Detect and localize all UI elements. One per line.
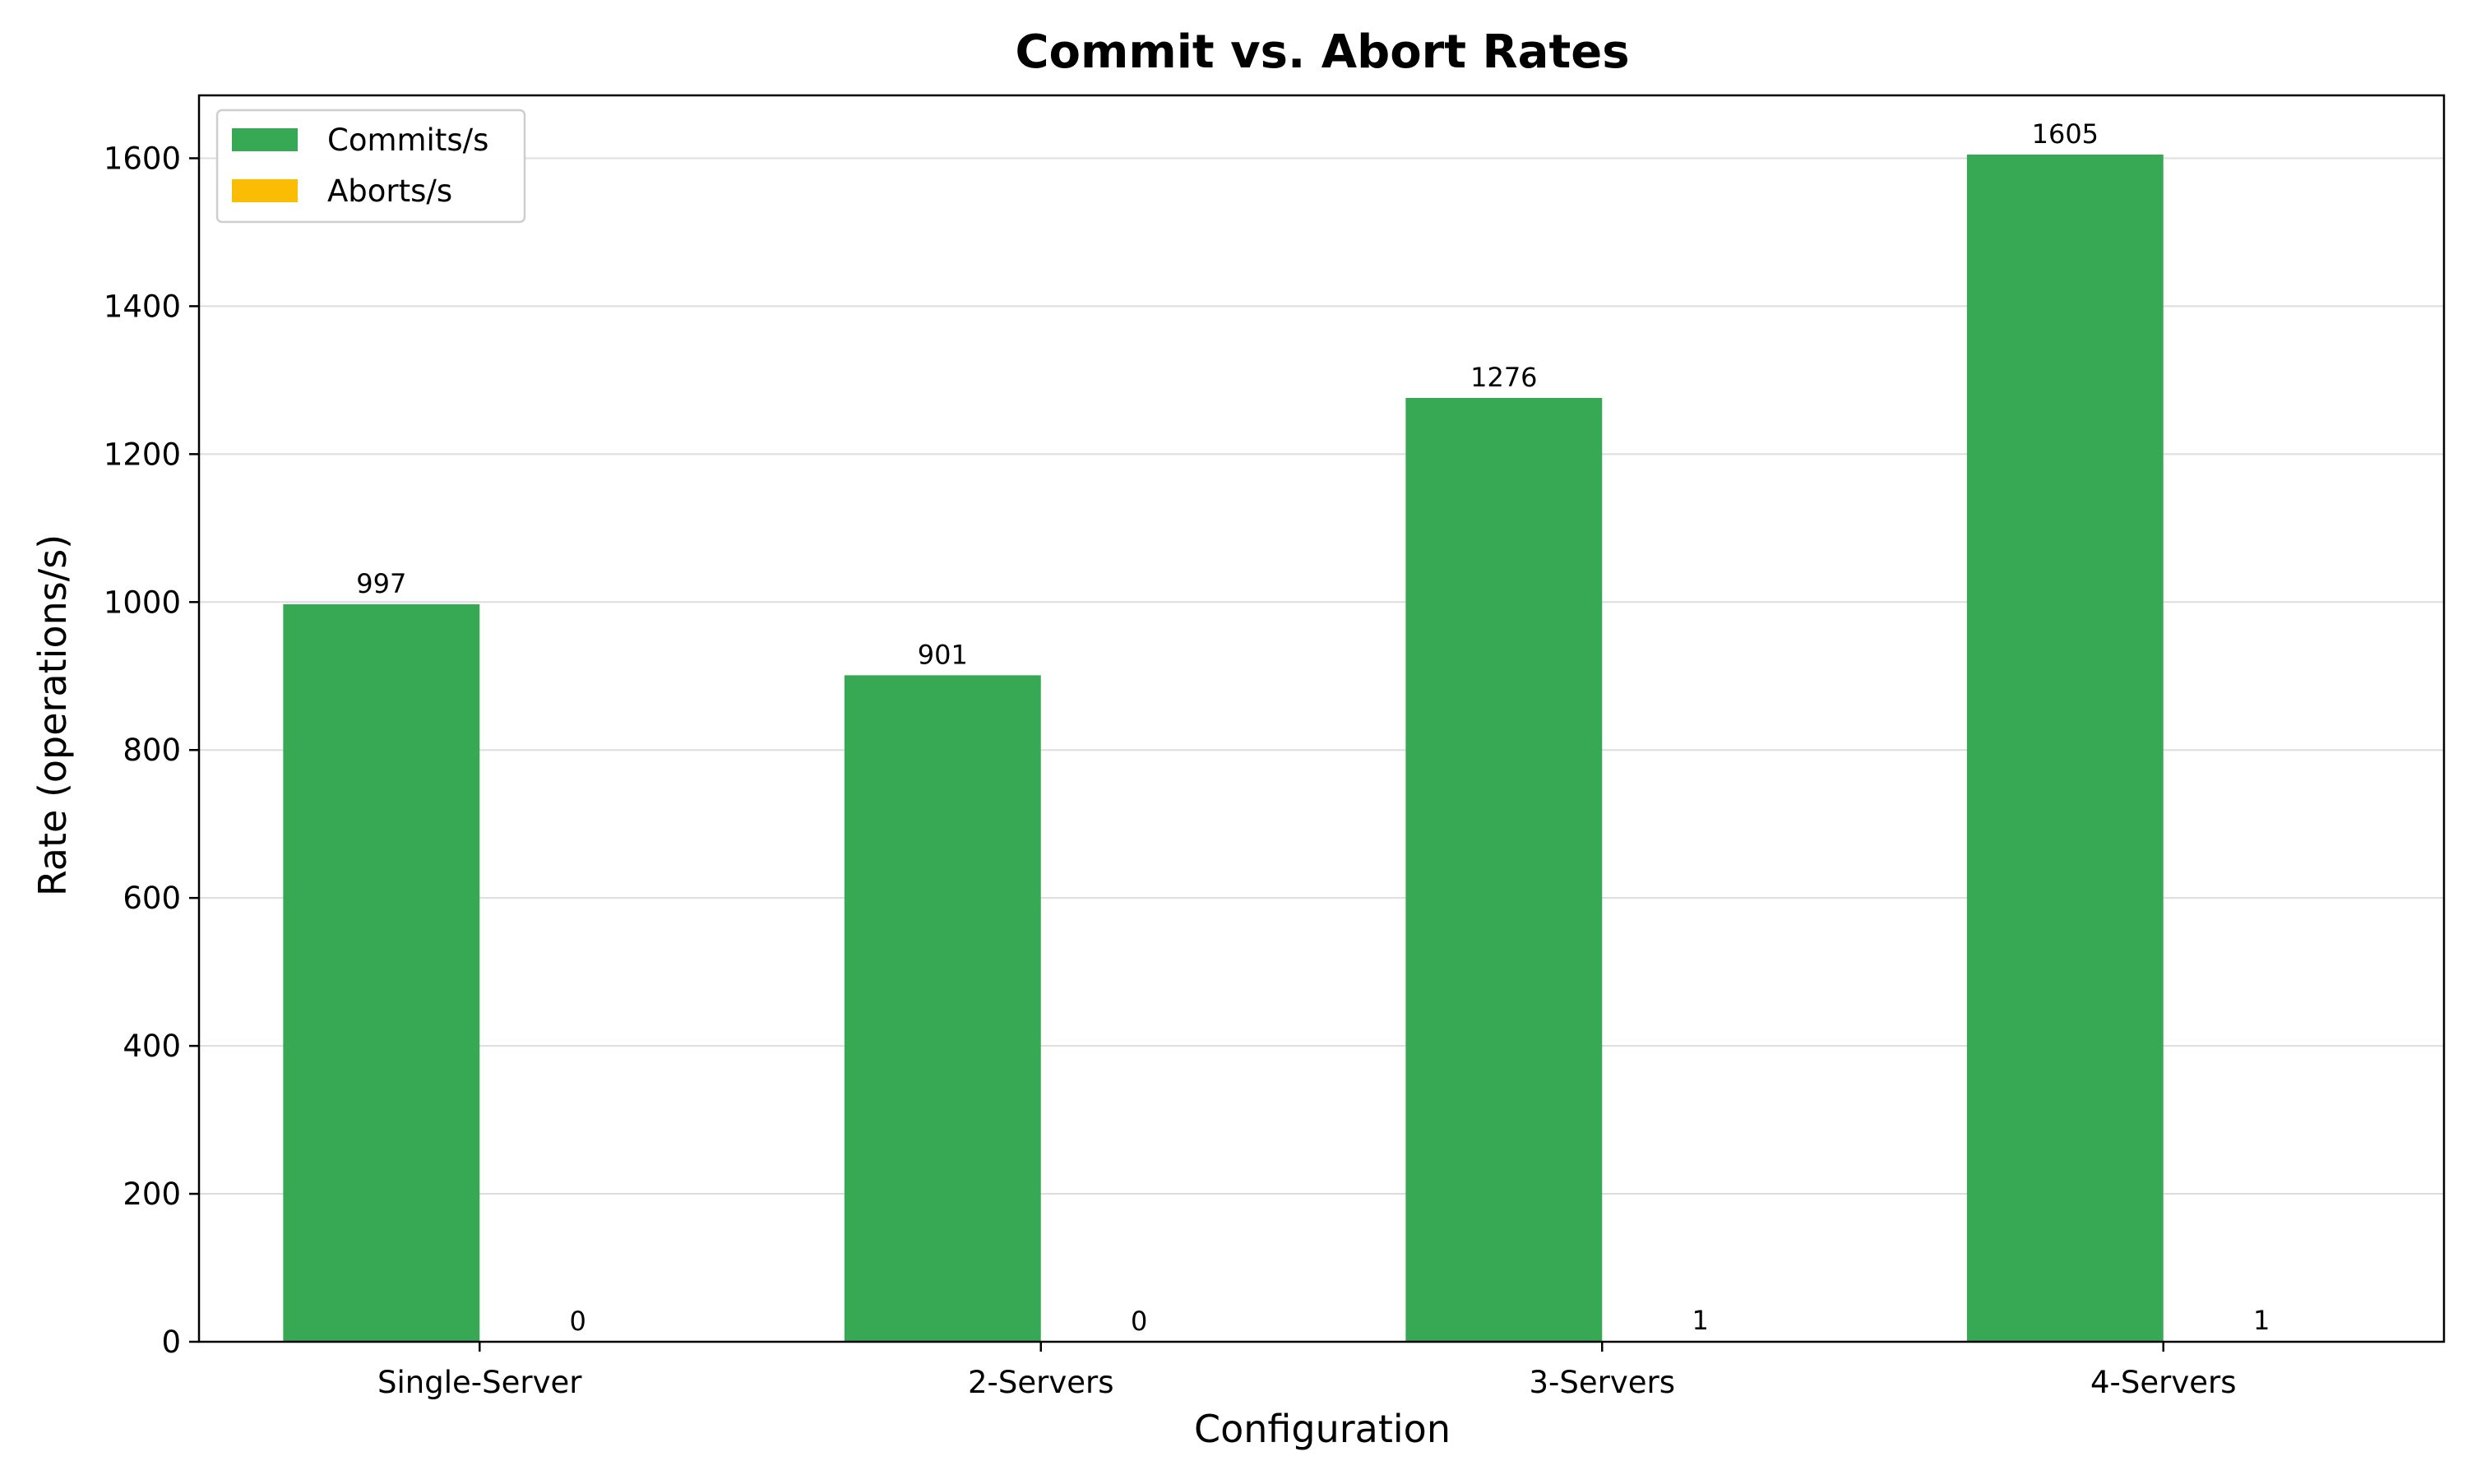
y-tick-label: 200 — [123, 1177, 181, 1212]
data-label-aborts-3: 1 — [2253, 1305, 2270, 1336]
data-label-commits-3: 1605 — [2032, 118, 2099, 150]
bar-commits-2 — [1405, 397, 1603, 1342]
chart-title: Commit vs. Abort Rates — [1015, 25, 1629, 79]
data-label-aborts-2: 1 — [1692, 1305, 1709, 1336]
y-axis-title: Rate (operations/s) — [30, 534, 75, 896]
legend-label-0: Commits/s — [327, 123, 488, 158]
data-label-aborts-0: 0 — [570, 1306, 586, 1337]
bar-commits-0 — [283, 603, 480, 1342]
y-tick-label: 1400 — [104, 289, 181, 324]
data-label-commits-0: 997 — [356, 568, 406, 599]
plot-frame — [197, 94, 2446, 1343]
y-tick-label: 1200 — [104, 437, 181, 472]
x-tick-label: 3-Servers — [1529, 1365, 1675, 1400]
bar-commits-3 — [1966, 154, 2164, 1342]
y-tick-label: 600 — [123, 881, 181, 916]
legend-swatch-0 — [232, 128, 298, 151]
y-tick-label: 1600 — [104, 141, 181, 176]
legend-label-1: Aborts/s — [327, 173, 452, 209]
y-tick-label: 1000 — [104, 585, 181, 620]
x-tick-label: 4-Servers — [2090, 1365, 2237, 1400]
y-tick-label: 400 — [123, 1029, 181, 1064]
data-label-commits-1: 901 — [918, 639, 968, 670]
y-tick-label: 800 — [123, 733, 181, 768]
x-tick-label: Single-Server — [377, 1365, 582, 1400]
data-label-commits-2: 1276 — [1470, 362, 1537, 393]
bar-commits-1 — [844, 675, 1041, 1342]
y-tick-label: 0 — [161, 1325, 181, 1360]
data-label-aborts-1: 0 — [1131, 1306, 1147, 1337]
legend: Commits/s Aborts/s — [215, 109, 526, 224]
x-axis-title: Configuration — [1194, 1407, 1451, 1451]
x-tick-label: 2-Servers — [968, 1365, 1114, 1400]
legend-swatch-1 — [232, 179, 298, 202]
